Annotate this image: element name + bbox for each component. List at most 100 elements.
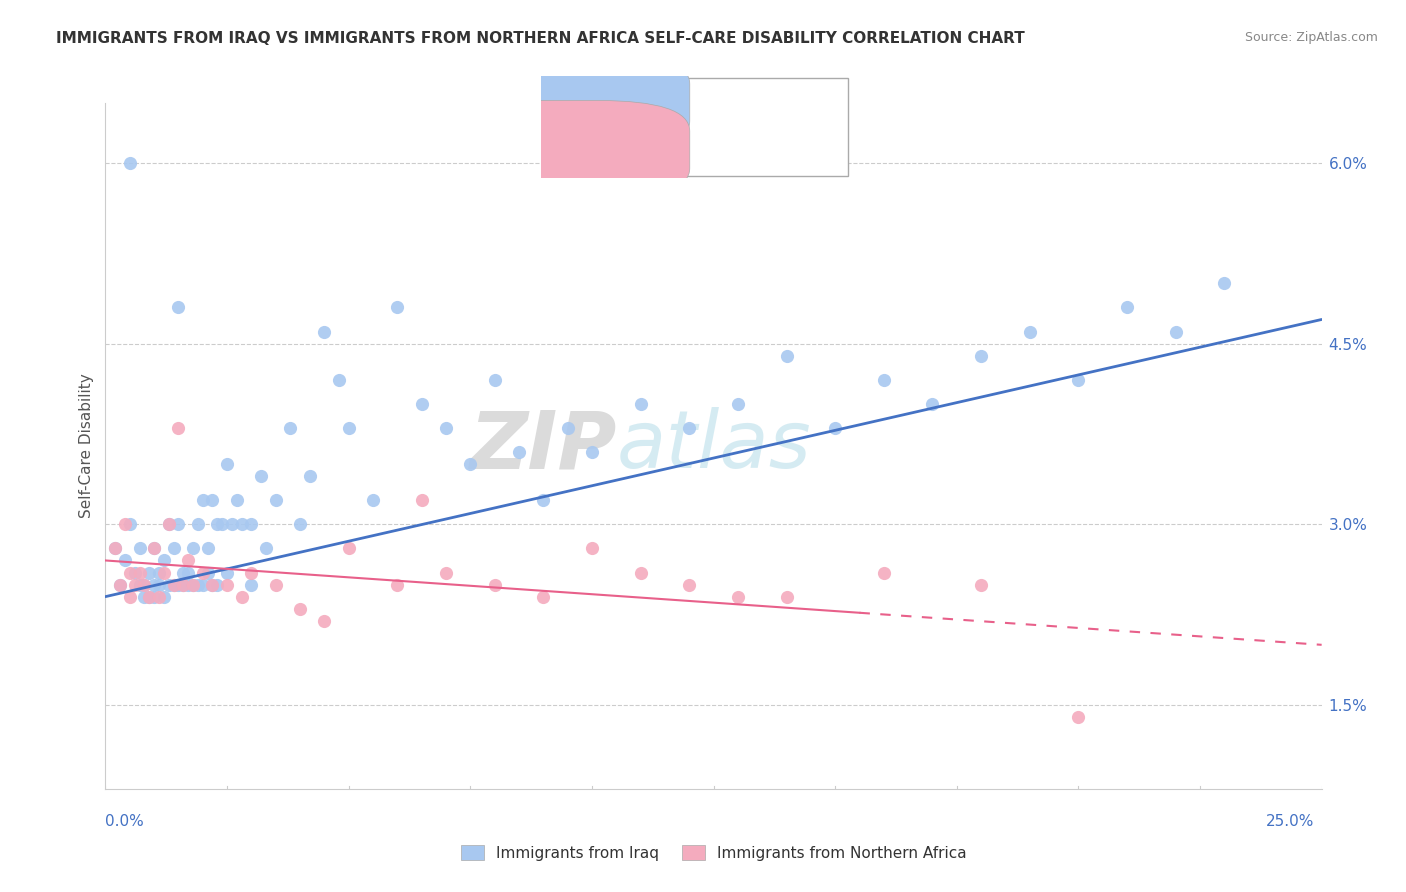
Point xyxy=(138,590,160,604)
Point xyxy=(531,590,554,604)
Legend: Immigrants from Iraq, Immigrants from Northern Africa: Immigrants from Iraq, Immigrants from No… xyxy=(461,845,966,861)
Text: R =  0.374   N = 82: R = 0.374 N = 82 xyxy=(609,93,772,111)
Point xyxy=(108,577,131,591)
Point xyxy=(484,577,506,591)
Point xyxy=(153,566,176,580)
Point xyxy=(197,541,219,556)
Point xyxy=(254,541,277,556)
Point xyxy=(328,373,350,387)
Text: 25.0%: 25.0% xyxy=(1267,814,1315,829)
Point xyxy=(1116,301,1139,315)
Point xyxy=(264,493,287,508)
Point xyxy=(177,577,200,591)
Point xyxy=(970,349,993,363)
Point xyxy=(337,541,360,556)
Point xyxy=(727,590,749,604)
Point xyxy=(201,493,224,508)
Point xyxy=(630,397,652,411)
Point xyxy=(143,541,166,556)
Point xyxy=(217,566,239,580)
Point xyxy=(201,577,224,591)
Point xyxy=(240,517,263,532)
Point xyxy=(143,541,166,556)
Point xyxy=(314,614,336,628)
Point xyxy=(221,517,243,532)
Point xyxy=(172,577,194,591)
Point xyxy=(240,566,263,580)
Point xyxy=(1213,277,1236,291)
Point xyxy=(187,517,209,532)
Point xyxy=(197,566,219,580)
Point xyxy=(177,566,200,580)
Point xyxy=(201,577,224,591)
Point xyxy=(1067,710,1090,724)
Point xyxy=(557,421,579,435)
Point xyxy=(1164,325,1187,339)
Point xyxy=(217,577,239,591)
Point xyxy=(118,156,141,170)
Point xyxy=(157,577,180,591)
Point xyxy=(191,493,214,508)
FancyBboxPatch shape xyxy=(461,101,690,199)
Point xyxy=(148,590,170,604)
Point xyxy=(231,517,253,532)
Point xyxy=(458,457,481,471)
Point xyxy=(225,493,247,508)
Point xyxy=(361,493,384,508)
Point xyxy=(191,566,214,580)
Point xyxy=(128,577,150,591)
Point xyxy=(211,517,233,532)
Point xyxy=(138,566,160,580)
Point xyxy=(162,577,184,591)
Point xyxy=(104,541,127,556)
Text: R = -0.153   N = 40: R = -0.153 N = 40 xyxy=(609,139,772,157)
Point xyxy=(921,397,943,411)
Point xyxy=(181,577,204,591)
Point xyxy=(298,469,321,483)
FancyBboxPatch shape xyxy=(544,78,848,177)
Text: 0.0%: 0.0% xyxy=(105,814,145,829)
Point xyxy=(337,421,360,435)
Point xyxy=(411,493,433,508)
Point xyxy=(824,421,846,435)
Point xyxy=(148,577,170,591)
Text: IMMIGRANTS FROM IRAQ VS IMMIGRANTS FROM NORTHERN AFRICA SELF-CARE DISABILITY COR: IMMIGRANTS FROM IRAQ VS IMMIGRANTS FROM … xyxy=(56,31,1025,46)
Point xyxy=(167,301,190,315)
Point xyxy=(167,421,190,435)
Point xyxy=(314,325,336,339)
Point xyxy=(162,577,184,591)
Point xyxy=(288,517,311,532)
Point xyxy=(484,373,506,387)
Point xyxy=(411,397,433,411)
Point xyxy=(264,577,287,591)
Point xyxy=(108,577,131,591)
Point xyxy=(153,553,176,567)
Point xyxy=(775,349,797,363)
Point xyxy=(217,457,239,471)
Point xyxy=(278,421,301,435)
Point xyxy=(124,566,146,580)
Point xyxy=(104,541,127,556)
Text: Source: ZipAtlas.com: Source: ZipAtlas.com xyxy=(1244,31,1378,45)
Point xyxy=(387,577,409,591)
Point xyxy=(128,541,150,556)
Point xyxy=(134,577,156,591)
Point xyxy=(181,541,204,556)
Point xyxy=(434,421,457,435)
Y-axis label: Self-Care Disability: Self-Care Disability xyxy=(79,374,94,518)
Point xyxy=(1067,373,1090,387)
Point xyxy=(288,601,311,615)
Point xyxy=(157,517,180,532)
Point xyxy=(143,590,166,604)
Point xyxy=(873,566,896,580)
Point xyxy=(118,566,141,580)
Point xyxy=(143,577,166,591)
Point xyxy=(181,577,204,591)
Point xyxy=(508,445,530,459)
Point xyxy=(191,577,214,591)
Text: ZIP: ZIP xyxy=(468,407,616,485)
Point xyxy=(187,577,209,591)
Point xyxy=(387,301,409,315)
Point xyxy=(240,577,263,591)
Point xyxy=(231,590,253,604)
